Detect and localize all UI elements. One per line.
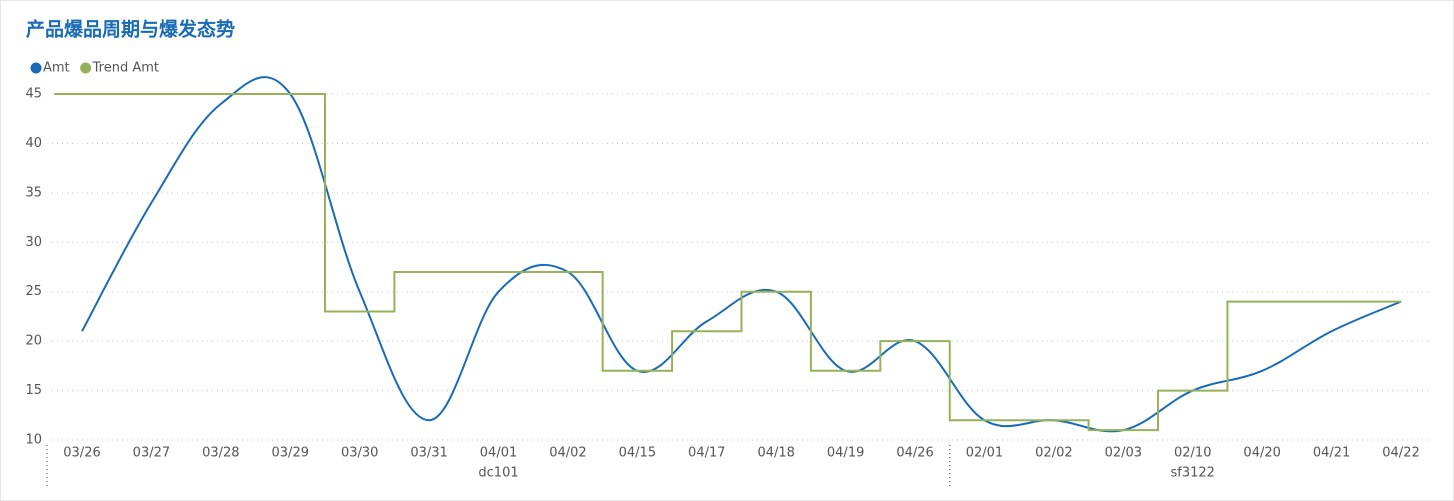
x-tick-label: 03/31 [410,446,447,461]
x-tick-label: 04/21 [1313,446,1350,461]
chart-title: 产品爆品周期与爆发态势 [26,18,235,41]
x-tick-label: 03/27 [133,446,170,461]
x-tick-label: 04/01 [480,446,517,461]
legend-label: Trend Amt [92,61,159,76]
x-tick-label: 03/26 [63,446,100,461]
y-tick-label: 20 [25,334,42,349]
x-tick-label: 03/29 [272,446,309,461]
y-tick-label: 10 [25,433,42,448]
series-line [54,93,1401,432]
y-tick-label: 15 [25,383,42,398]
x-tick-label: 04/22 [1382,446,1419,461]
y-tick-label: 40 [25,136,42,151]
legend-marker [80,62,92,74]
x-tick-label: 02/01 [966,446,1003,461]
x-tick-label: 04/20 [1243,446,1280,461]
y-tick-label: 35 [25,185,42,200]
legend-marker [30,62,42,74]
x-tick-label: 04/15 [619,446,656,461]
legend-label: Amt [43,61,70,76]
x-tick-label: 04/18 [757,446,794,461]
y-tick-label: 25 [25,284,42,299]
x-tick-label: 03/30 [341,446,378,461]
y-tick-label: 30 [25,235,42,250]
x-tick-label: 03/28 [202,446,239,461]
x-tick-label: 04/17 [688,446,725,461]
y-tick-label: 45 [25,87,42,102]
x-tick-label: 02/10 [1174,446,1211,461]
group-label: sf3122 [1171,466,1215,481]
x-tick-label: 04/02 [549,446,586,461]
x-tick-label: 02/03 [1105,446,1142,461]
group-label: dc101 [478,466,518,481]
x-tick-label: 04/19 [827,446,864,461]
x-tick-label: 04/26 [896,446,933,461]
x-tick-label: 02/02 [1035,446,1072,461]
